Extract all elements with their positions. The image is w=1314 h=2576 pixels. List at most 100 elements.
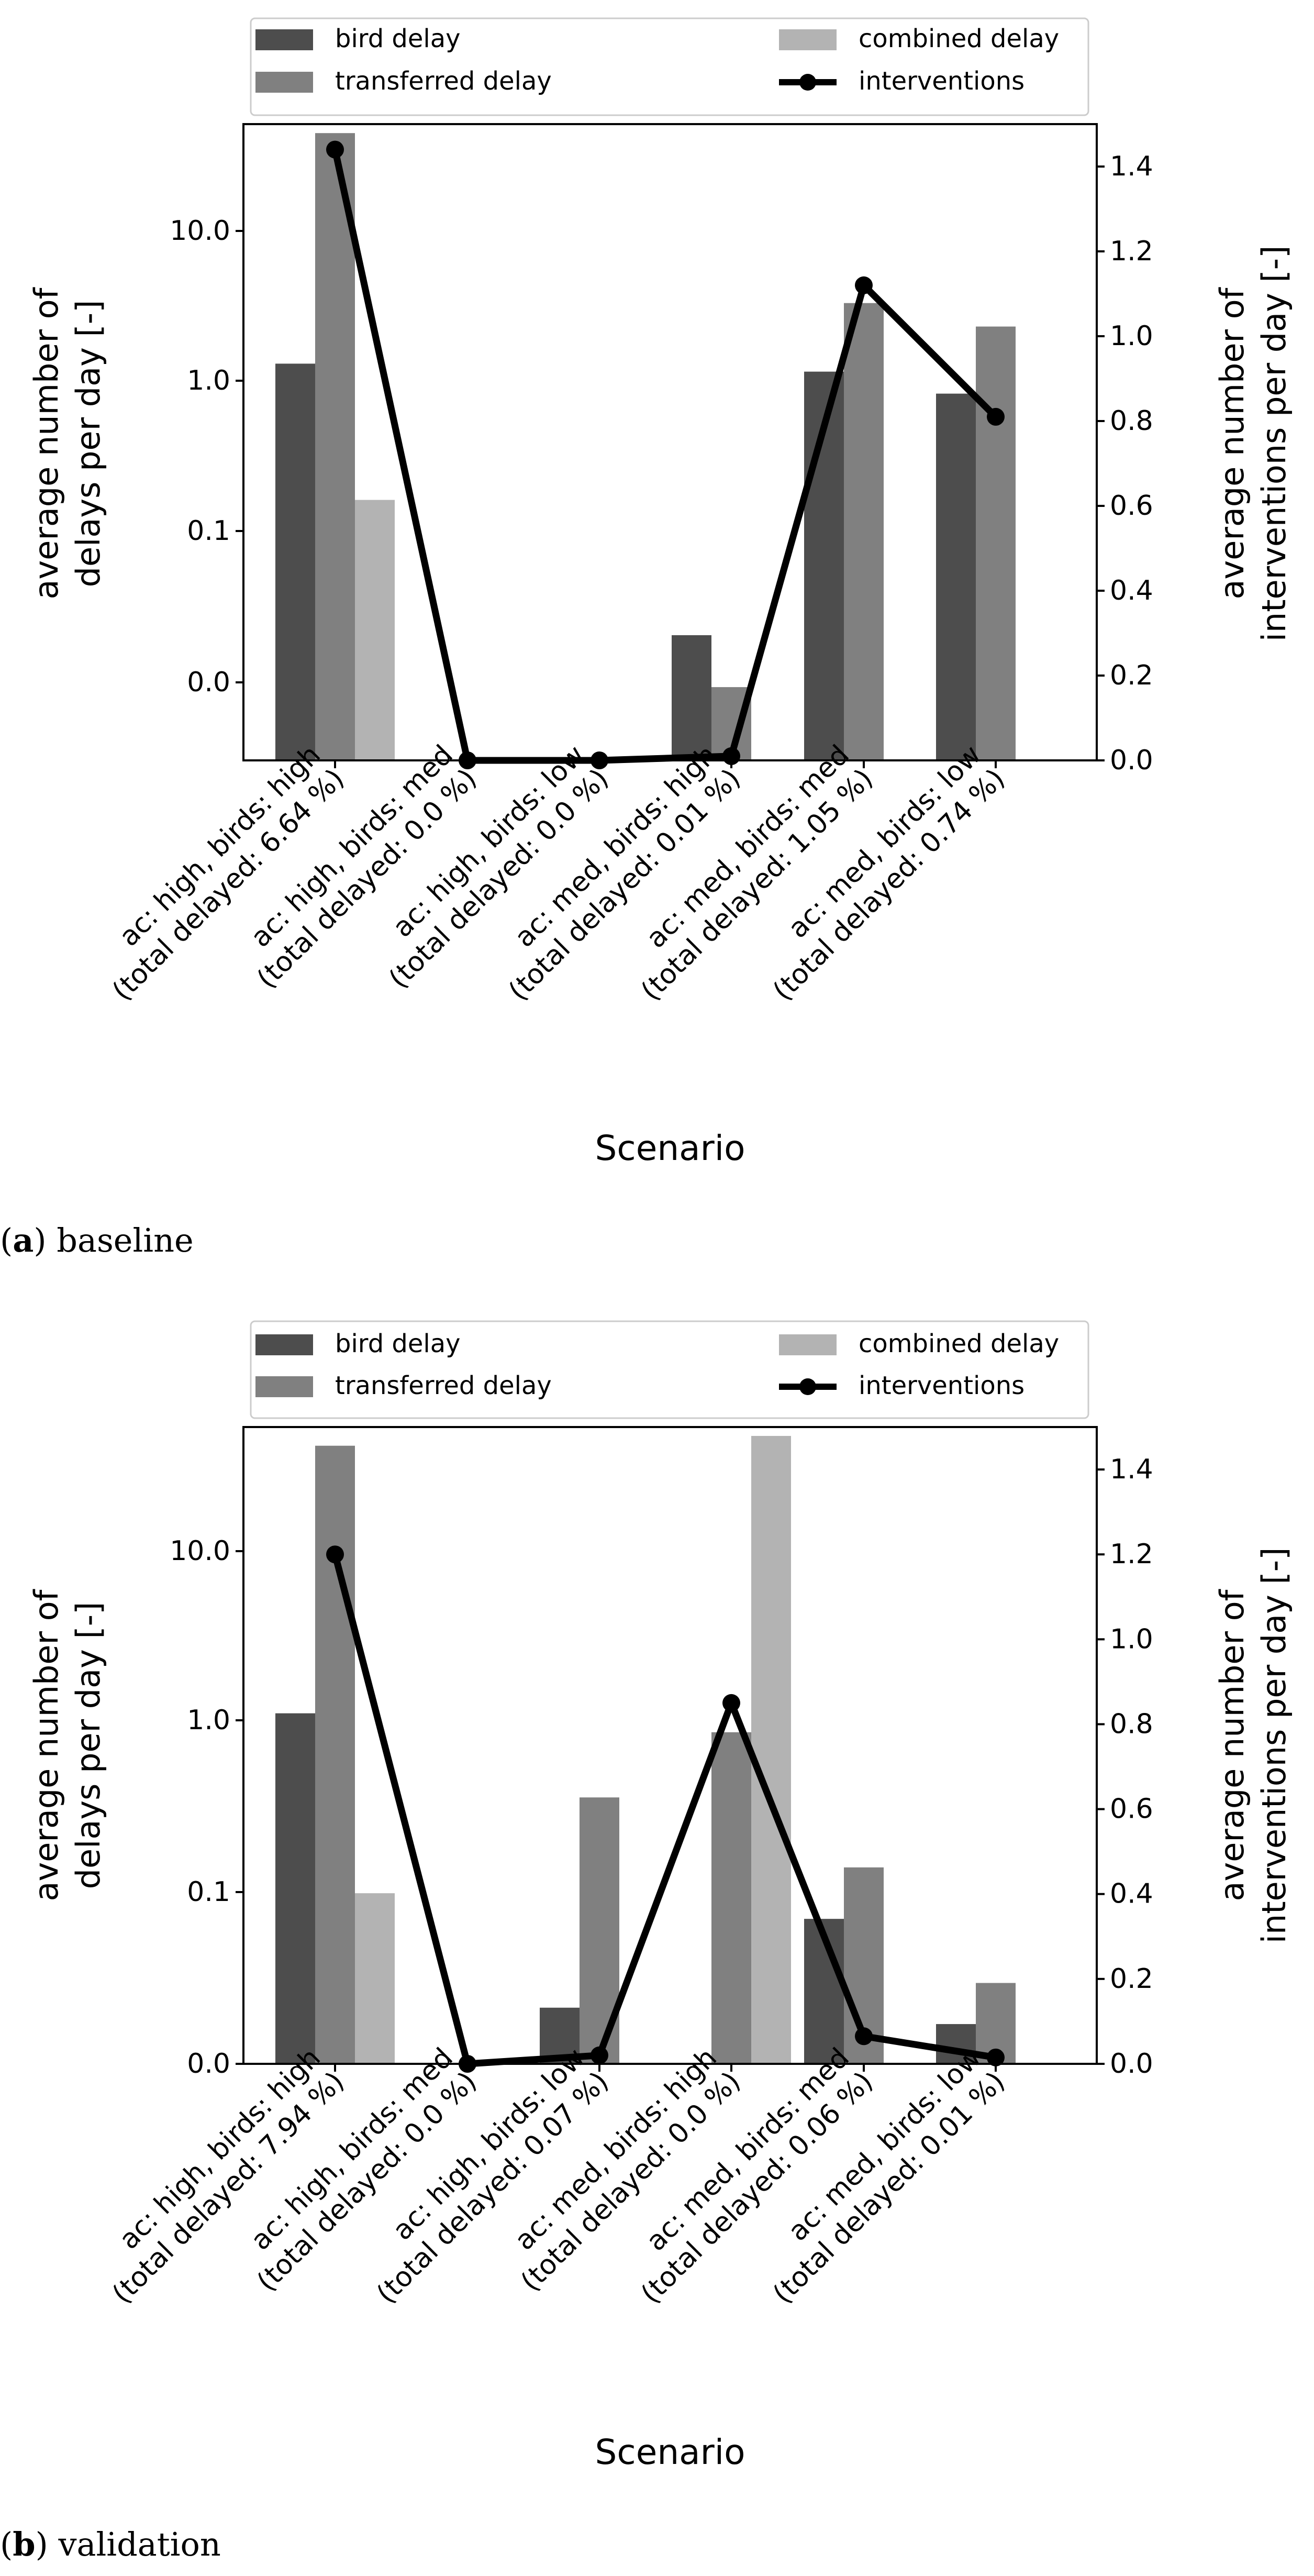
left-tick-3: 10.0 [170,215,243,247]
intervention-point-3 [722,1694,740,1712]
left-ticks: 0.0 0.1 1.0 10.0 [170,1535,243,2080]
legend-label-bird-delay: bird delay [335,1329,461,1358]
left-tick-label: 0.0 [187,2048,230,2080]
legend-label-interventions: interventions [859,1371,1025,1400]
bar-transferred-4 [844,303,884,760]
interventions-markers [326,1545,1005,2073]
bar-transferred-0 [315,1445,355,2064]
legend-swatch-combined-delay [779,1334,837,1355]
right-tick-3: 0.6 [1097,490,1153,522]
legend-swatch-transferred-delay [255,72,313,93]
caption-text: validation [58,2525,220,2563]
right-tick-label: 1.2 [1110,236,1153,267]
left-tick-1: 0.1 [187,515,243,547]
x-axis-label: Scenario [595,2432,745,2472]
interventions-markers [326,140,1005,769]
legend-swatch-combined-delay [779,29,837,50]
y-right-label-line2: interventions per day [-] [1255,1547,1293,1944]
y-left-label-line2: delays per day [-] [69,300,107,588]
right-tick-2: 0.4 [1097,1878,1153,1910]
right-tick-4: 0.8 [1097,405,1153,437]
legend-label-interventions: interventions [859,67,1025,96]
y-right-label-line2: interventions per day [-] [1255,246,1293,642]
right-tick-label: 1.0 [1110,320,1153,352]
right-tick-label: 0.6 [1110,1794,1153,1825]
bar-transferred-0 [315,133,355,761]
caption-text: baseline [57,1221,193,1259]
right-tick-6: 1.2 [1097,1539,1153,1570]
intervention-point-4 [855,2027,873,2046]
bar-bird-0 [275,363,315,760]
intervention-point-5 [987,2048,1005,2066]
caption: (b) validation [0,2525,221,2563]
left-tick-label: 10.0 [170,215,230,247]
left-tick-2: 1.0 [187,365,243,396]
right-tick-7: 1.4 [1097,151,1153,182]
legend-marker-interventions [799,74,816,91]
x-ticks: ac: high, birds: high(total delayed: 6.6… [106,739,1011,1007]
left-tick-label: 0.0 [187,667,230,698]
x-axis-label: Scenario [595,1128,745,1168]
plot-frame [242,1426,1098,2065]
x-ticks: ac: high, birds: high(total delayed: 7.9… [106,2042,1011,2310]
right-tick-6: 1.2 [1097,236,1153,267]
legend-label-transferred-delay: transferred delay [335,67,552,96]
right-tick-label: 0.8 [1110,1708,1153,1740]
bar-combined-0 [355,500,395,760]
intervention-point-2 [591,2046,608,2064]
y-right-label-line1: average number of [1213,286,1251,599]
left-tick-label: 1.0 [187,1705,230,1736]
bar-bird-5 [936,393,976,760]
y-right-label-line1: average number of [1213,1588,1251,1901]
left-tick-label: 0.1 [187,515,230,547]
bar-bird-0 [275,1713,315,2064]
right-tick-label: 0.4 [1110,575,1153,606]
legend-swatch-transferred-delay [255,1376,313,1397]
bar-bird-3 [672,635,711,760]
legend-label-combined-delay: combined delay [859,1329,1059,1358]
legend-marker-interventions [799,1378,816,1395]
left-tick-0: 0.0 [187,2048,243,2080]
intervention-point-0 [326,1545,344,1564]
right-tick-5: 1.0 [1097,1623,1153,1655]
right-tick-2: 0.4 [1097,575,1153,606]
legend-label-bird-delay: bird delay [335,24,461,53]
right-tick-label: 0.4 [1110,1878,1153,1910]
right-tick-1: 0.2 [1097,1963,1153,1995]
right-tick-3: 0.6 [1097,1794,1153,1825]
bar-transferred-3 [711,1732,751,2064]
right-tick-label: 0.0 [1110,745,1153,776]
right-tick-label: 0.6 [1110,490,1153,522]
caption-letter: a [13,1221,34,1259]
right-tick-7: 1.4 [1097,1454,1153,1485]
y-left-label-line1: average number of [27,286,65,599]
right-tick-1: 0.2 [1097,660,1153,691]
right-ticks: 0.0 0.2 0.4 0.6 0.8 1.0 1.2 1.4 [1097,1454,1153,2080]
bar-bird-5 [936,2024,976,2064]
right-tick-label: 1.0 [1110,1623,1153,1655]
intervention-point-0 [326,140,344,159]
right-tick-label: 1.2 [1110,1539,1153,1570]
right-tick-label: 1.4 [1110,151,1153,182]
y-left-label-line2: delays per day [-] [69,1602,107,1889]
legend-swatch-bird-delay [255,29,313,50]
legend-box [250,1320,1089,1419]
bar-transferred-5 [976,326,1016,760]
left-tick-label: 0.1 [187,1876,230,1908]
panel-validation: bird delay transferred delay combined de… [0,1320,1293,2563]
right-tick-label: 0.8 [1110,405,1153,437]
caption: (a) baseline [0,1221,194,1259]
left-tick-2: 1.0 [187,1705,243,1736]
y-left-label-line1: average number of [27,1588,65,1901]
intervention-point-4 [855,276,873,294]
right-tick-4: 0.8 [1097,1708,1153,1740]
right-tick-label: 0.2 [1110,660,1153,691]
intervention-point-5 [987,407,1005,426]
legend-label-combined-delay: combined delay [859,24,1059,53]
right-tick-label: 0.0 [1110,2048,1153,2080]
bar-combined-3 [751,1435,791,2064]
right-tick-label: 0.2 [1110,1963,1153,1995]
panel-baseline: bird delay transferred delay combined de… [0,17,1293,1259]
caption-letter: b [13,2525,35,2563]
